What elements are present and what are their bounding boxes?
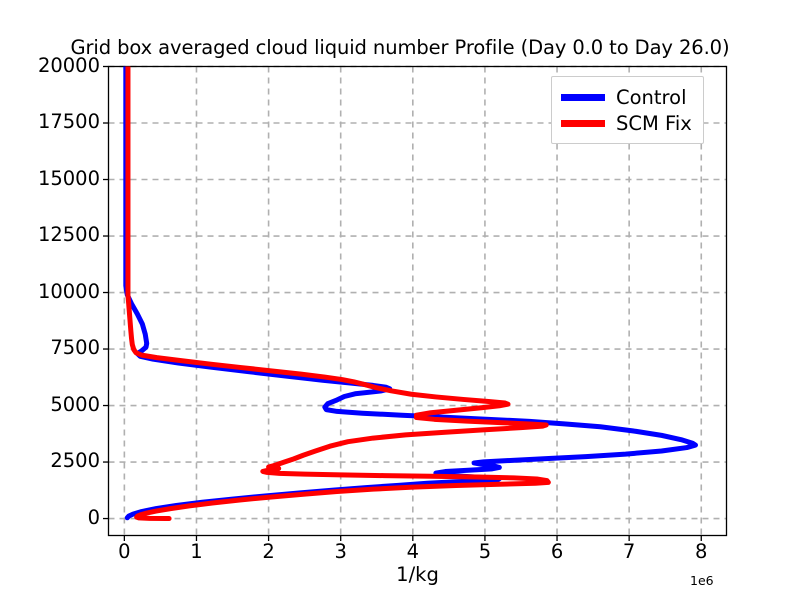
plot-frame (107, 65, 728, 537)
x-tick-label: 4 (406, 540, 420, 563)
x-tick-label: 3 (334, 540, 347, 563)
x-tick-label: 2 (262, 540, 275, 563)
chart-title: Grid box averaged cloud liquid number Pr… (70, 36, 730, 59)
legend-entry: SCM Fix (561, 110, 692, 136)
legend-label: Control (616, 85, 687, 109)
x-axis-label: 1/kg (396, 563, 439, 586)
legend-entry: Control (561, 84, 692, 110)
axis-ticks (103, 65, 702, 541)
legend-color-swatch (561, 119, 605, 127)
y-tick-label: 20000 (37, 53, 100, 77)
y-tick-label: 0 (87, 505, 100, 529)
series-line-scm-fix (125, 66, 551, 522)
x-tick-label: 5 (478, 540, 492, 563)
y-tick-label: 5000 (50, 392, 100, 416)
x-tick-label: 1 (190, 540, 203, 563)
legend-color-swatch (561, 93, 605, 101)
y-tick-label: 12500 (37, 223, 100, 247)
x-tick-label: 6 (550, 540, 564, 563)
x-tick-label: 0 (118, 540, 131, 563)
data-series (123, 66, 698, 522)
legend-label: SCM Fix (616, 111, 692, 135)
chart-legend: Control SCM Fix (551, 76, 704, 144)
x-tick-label: 8 (695, 540, 708, 563)
y-tick-label: 17500 (37, 110, 100, 133)
y-tick-label: 7500 (50, 336, 100, 360)
y-tick-label: 10000 (37, 279, 100, 303)
x-axis-offset-label: 1e6 (690, 573, 714, 588)
y-tick-label: 2500 (50, 449, 100, 473)
x-tick-label: 7 (622, 540, 636, 563)
y-tick-label: 15000 (37, 166, 100, 190)
